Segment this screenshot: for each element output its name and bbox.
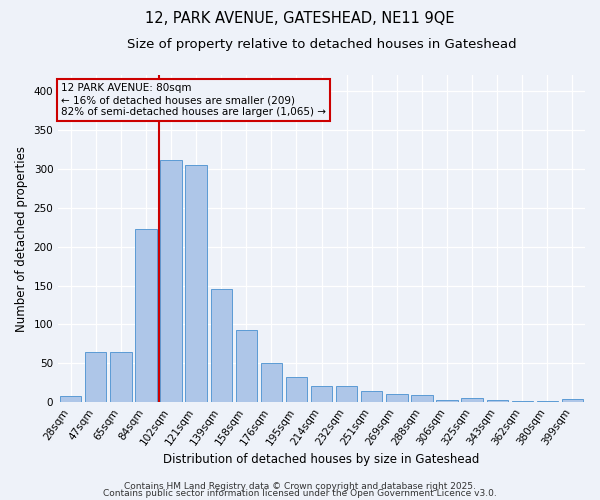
Bar <box>261 364 282 403</box>
Bar <box>136 230 157 402</box>
Bar <box>211 290 232 403</box>
Bar <box>436 400 458 402</box>
Bar <box>60 396 82 402</box>
Bar <box>512 401 533 402</box>
Bar <box>537 401 558 402</box>
Bar <box>185 165 207 402</box>
Title: Size of property relative to detached houses in Gateshead: Size of property relative to detached ho… <box>127 38 517 51</box>
X-axis label: Distribution of detached houses by size in Gateshead: Distribution of detached houses by size … <box>163 453 480 466</box>
Bar <box>110 352 131 403</box>
Text: Contains public sector information licensed under the Open Government Licence v3: Contains public sector information licen… <box>103 489 497 498</box>
Bar <box>311 386 332 402</box>
Bar <box>361 390 382 402</box>
Text: 12 PARK AVENUE: 80sqm
← 16% of detached houses are smaller (209)
82% of semi-det: 12 PARK AVENUE: 80sqm ← 16% of detached … <box>61 84 326 116</box>
Bar <box>386 394 407 402</box>
Bar <box>85 352 106 403</box>
Y-axis label: Number of detached properties: Number of detached properties <box>15 146 28 332</box>
Bar <box>562 399 583 402</box>
Bar <box>160 160 182 402</box>
Bar <box>487 400 508 402</box>
Bar <box>336 386 358 402</box>
Bar <box>411 394 433 402</box>
Bar <box>236 330 257 402</box>
Bar <box>461 398 483 402</box>
Bar <box>286 376 307 402</box>
Text: Contains HM Land Registry data © Crown copyright and database right 2025.: Contains HM Land Registry data © Crown c… <box>124 482 476 491</box>
Text: 12, PARK AVENUE, GATESHEAD, NE11 9QE: 12, PARK AVENUE, GATESHEAD, NE11 9QE <box>145 11 455 26</box>
